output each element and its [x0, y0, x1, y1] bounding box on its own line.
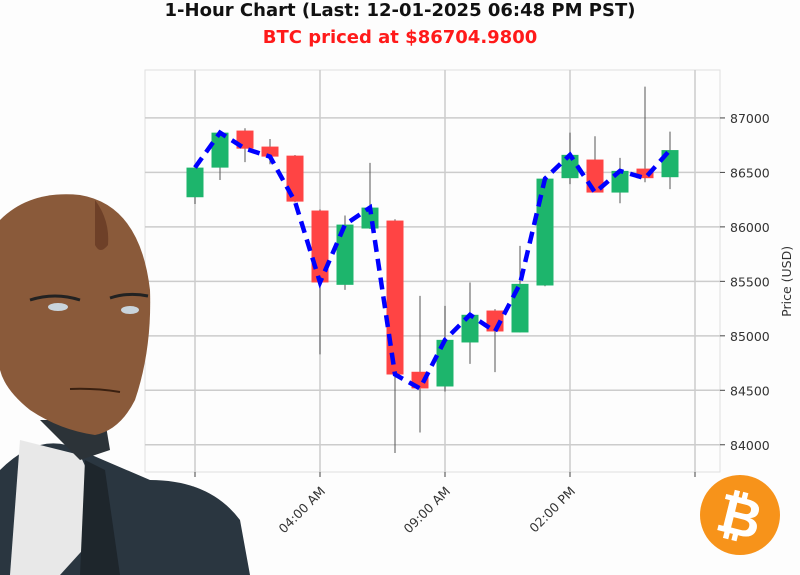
chart-title: 1-Hour Chart (Last: 12-01-2025 06:48 PM … — [164, 0, 636, 21]
y-tick-label: 85000 — [730, 329, 770, 344]
chart-subtitle: BTC priced at $86704.9800 — [262, 27, 538, 48]
bitcoin-logo: ₿ — [700, 475, 780, 555]
y-tick-label: 86500 — [730, 165, 770, 180]
y-tick-label: 85500 — [730, 274, 770, 289]
candle-up — [461, 314, 479, 343]
x-tick-label: 09:00 AM — [401, 484, 454, 537]
x-tick-label: 04:00 AM — [276, 484, 329, 537]
candle-down — [636, 168, 654, 179]
eye — [48, 303, 68, 311]
candle-up — [336, 224, 354, 285]
eyebrow — [109, 292, 149, 300]
y-axis-label: Price (USD) — [779, 246, 794, 317]
head-ridge — [95, 200, 109, 250]
eye — [121, 306, 139, 314]
candle-down — [386, 220, 404, 375]
candle-up — [561, 154, 579, 179]
y-tick-label: 87000 — [730, 111, 770, 126]
robot-businessman-portrait — [0, 194, 250, 575]
candle-up — [436, 339, 454, 387]
y-tick-label: 86000 — [730, 220, 770, 235]
plot-area — [144, 69, 721, 473]
tie — [80, 460, 120, 575]
head — [0, 194, 151, 435]
close-price-line — [193, 129, 672, 392]
y-tick-label: 84500 — [730, 383, 770, 398]
mouth — [69, 387, 121, 393]
eyebrow — [29, 294, 81, 302]
bitcoin-circle — [700, 475, 780, 555]
candle-down — [261, 146, 279, 157]
y-tick-label: 84000 — [730, 438, 770, 453]
candle-up — [186, 167, 204, 198]
x-tick-label: 02:00 PM — [526, 484, 578, 536]
candle-up — [211, 132, 229, 168]
